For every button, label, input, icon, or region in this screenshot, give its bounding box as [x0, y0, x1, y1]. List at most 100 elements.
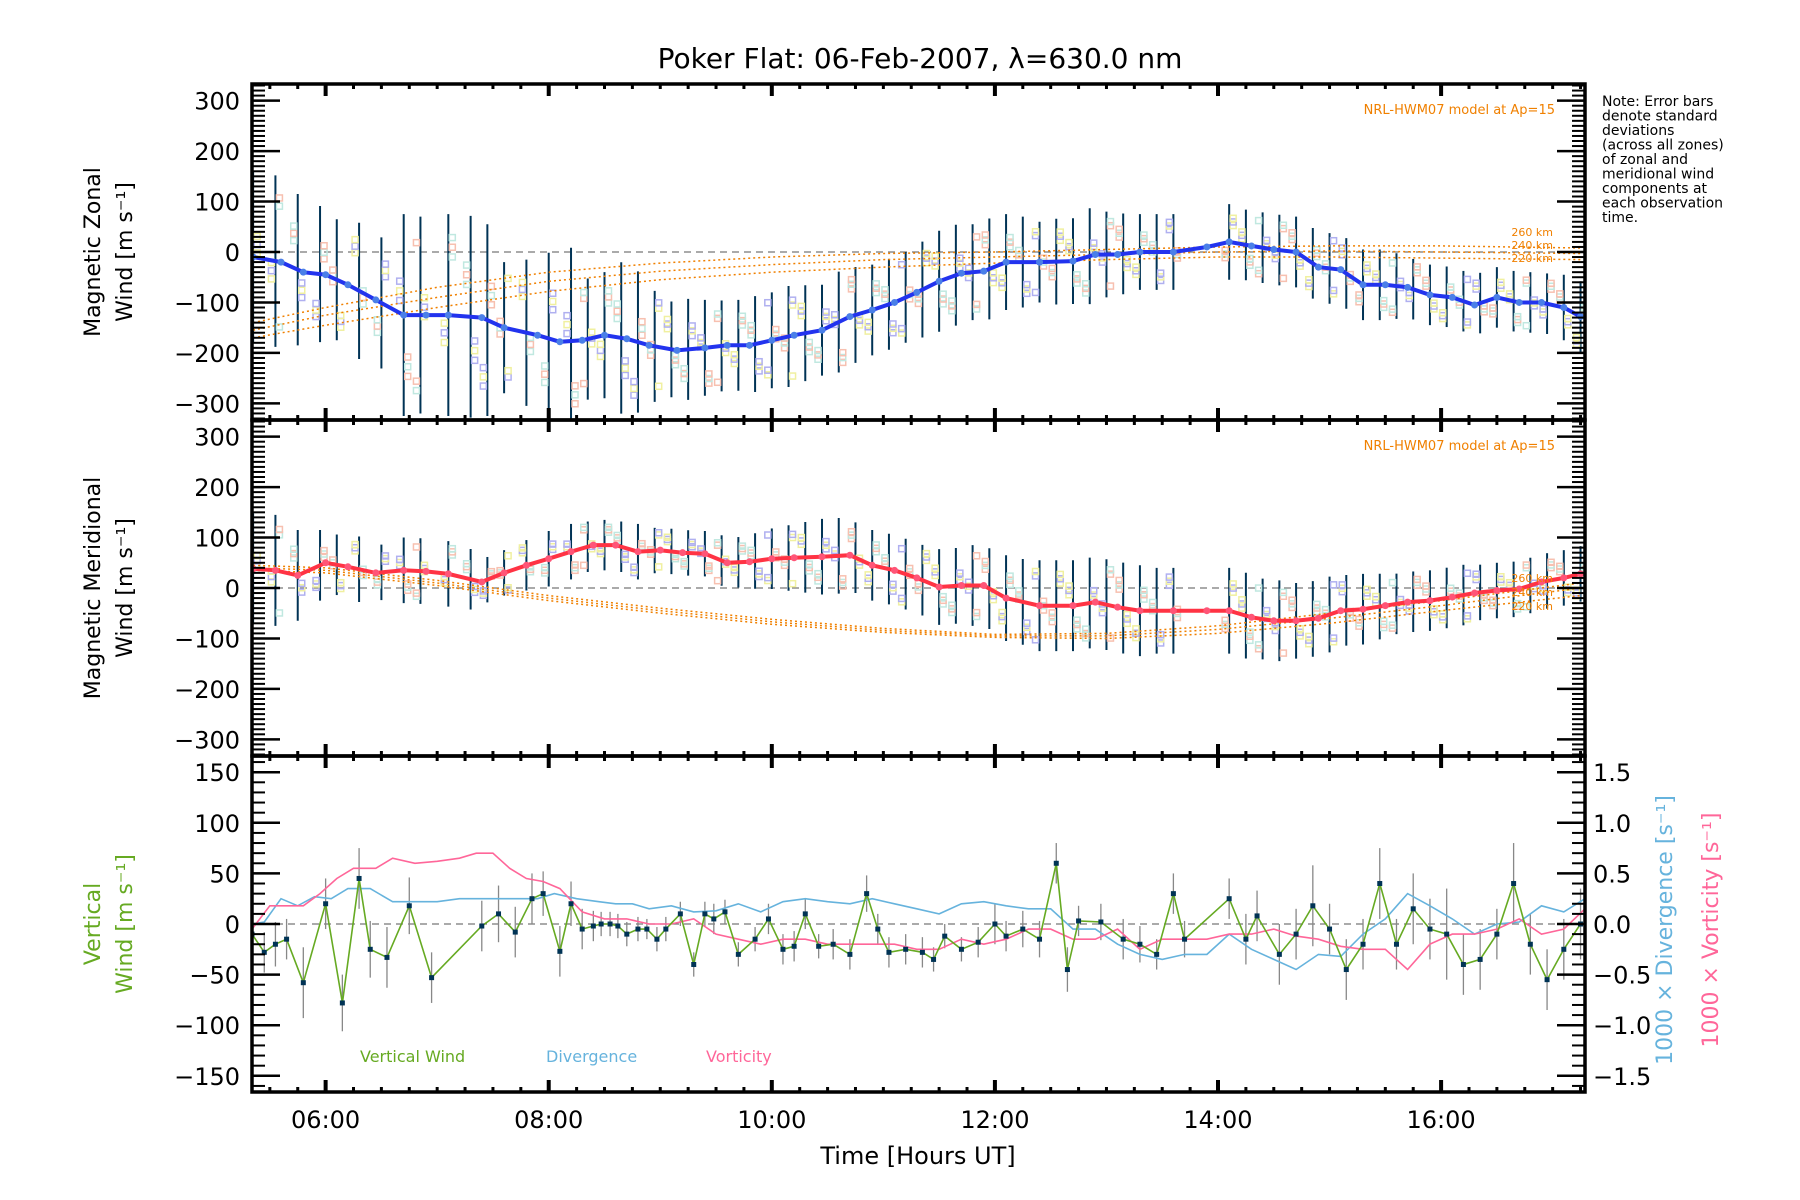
- zone-sample: [1262, 610, 1271, 619]
- zonal-mean-point: [1404, 283, 1412, 291]
- zone-sample: [772, 325, 780, 334]
- zone-sample: [948, 601, 956, 609]
- zone-sample: [897, 544, 906, 553]
- y-tick-label: 0: [225, 911, 240, 939]
- vertical-wind-point: [367, 946, 373, 952]
- zone-sample: [297, 279, 306, 287]
- vertical-wind-point: [590, 923, 596, 929]
- zonal-mean-point: [957, 269, 965, 277]
- y2-tick-label: −1.0: [1593, 1012, 1651, 1040]
- zone-sample: [337, 578, 345, 587]
- meridional-mean-point: [344, 563, 352, 571]
- x-tick-label: 10:00: [737, 1106, 806, 1134]
- zone-sample: [730, 359, 739, 368]
- meridional-mean-point: [768, 555, 776, 563]
- zone-sample: [989, 595, 998, 604]
- vertical-wind-point: [1327, 926, 1333, 932]
- zone-sample: [1388, 621, 1397, 629]
- zone-sample: [989, 269, 998, 277]
- zone-sample: [797, 307, 806, 315]
- zone-sample: [563, 311, 571, 320]
- zone-sample: [972, 300, 981, 309]
- zone-sample: [797, 533, 806, 542]
- zone-sample: [1238, 596, 1246, 604]
- y-tick-label: 100: [194, 525, 240, 553]
- zone-sample: [1115, 585, 1123, 593]
- zone-sample: [1056, 579, 1065, 587]
- x-tick-label: 06:00: [291, 1106, 360, 1134]
- zonal-mean-point: [818, 326, 826, 334]
- zonal-ylabel-line1: Magnetic Zonal: [81, 167, 106, 337]
- zone-sample: [518, 278, 527, 287]
- zone-sample: [814, 346, 822, 355]
- zone-sample: [1254, 644, 1263, 653]
- zonal-mean-point: [645, 341, 653, 349]
- zone-sample: [830, 311, 839, 319]
- y-tick-label: −200: [174, 676, 240, 704]
- vertical-wind-point: [1003, 933, 1009, 939]
- meridional-ylabel-line2: Wind [m s⁻¹]: [113, 518, 138, 658]
- model-curve-240km: [253, 567, 1581, 637]
- zone-sample: [1123, 610, 1131, 619]
- y-tick-label: −300: [174, 726, 240, 754]
- zone-sample: [1156, 630, 1165, 639]
- side-note-line: of zonal and: [1602, 152, 1688, 168]
- panel-frame: [250, 754, 1587, 1094]
- zone-sample: [1123, 263, 1131, 272]
- zone-sample: [972, 552, 981, 560]
- zone-sample: [764, 371, 772, 379]
- model-curve-220km: [252, 256, 1581, 339]
- zone-sample: [663, 535, 672, 544]
- zone-sample: [1081, 280, 1090, 288]
- zonal-mean-point: [790, 331, 798, 339]
- meridional-alt-label-260: 260 km: [1511, 572, 1553, 585]
- vertical-wind-point: [765, 916, 771, 922]
- zonal-mean-point: [556, 338, 564, 346]
- zone-sample: [1279, 649, 1288, 657]
- y-tick-label: 0: [225, 575, 240, 603]
- zone-sample: [351, 242, 359, 250]
- zone-sample: [713, 538, 722, 547]
- zone-sample: [1048, 613, 1057, 622]
- zone-sample: [526, 340, 535, 349]
- zone-sample: [1065, 242, 1073, 251]
- zone-sample: [747, 321, 755, 330]
- zone-sample: [764, 531, 772, 539]
- vertical-wind-point: [540, 891, 546, 897]
- side-note-line: denote standard: [1602, 109, 1718, 125]
- zone-sample: [881, 290, 889, 298]
- y2-tick-label: 1.0: [1593, 810, 1631, 838]
- zone-sample: [797, 302, 806, 311]
- zone-sample: [479, 373, 488, 381]
- vertical-wind-point: [598, 921, 604, 927]
- zone-sample: [638, 317, 646, 326]
- zone-sample: [713, 314, 722, 323]
- meridional-mean-point: [746, 558, 754, 566]
- zone-sample: [297, 588, 306, 596]
- meridional-mean-point: [1036, 602, 1044, 610]
- zone-sample: [805, 560, 814, 568]
- zone-sample: [297, 579, 306, 588]
- zone-sample: [931, 252, 939, 260]
- zone-sample: [596, 346, 605, 355]
- zone-sample: [1065, 238, 1073, 247]
- zone-sample: [705, 379, 713, 387]
- zonal-mean-point: [980, 267, 988, 275]
- zone-sample: [518, 285, 527, 294]
- zone-sample: [571, 561, 579, 569]
- side-note-line: deviations: [1602, 123, 1674, 139]
- zone-sample: [1056, 236, 1065, 245]
- zone-sample: [1513, 599, 1522, 608]
- zone-sample: [1148, 240, 1157, 249]
- zone-sample: [1388, 259, 1397, 267]
- zone-sample: [1413, 575, 1421, 584]
- zone-sample: [864, 318, 872, 327]
- zonal-mean-point: [1036, 258, 1044, 266]
- vertical-wind-point: [1120, 936, 1126, 942]
- zone-sample: [1073, 279, 1081, 287]
- zone-sample: [1073, 620, 1081, 629]
- zone-sample: [805, 347, 814, 356]
- zone-sample: [654, 382, 663, 391]
- zone-sample: [604, 287, 613, 295]
- zone-sample: [312, 576, 320, 585]
